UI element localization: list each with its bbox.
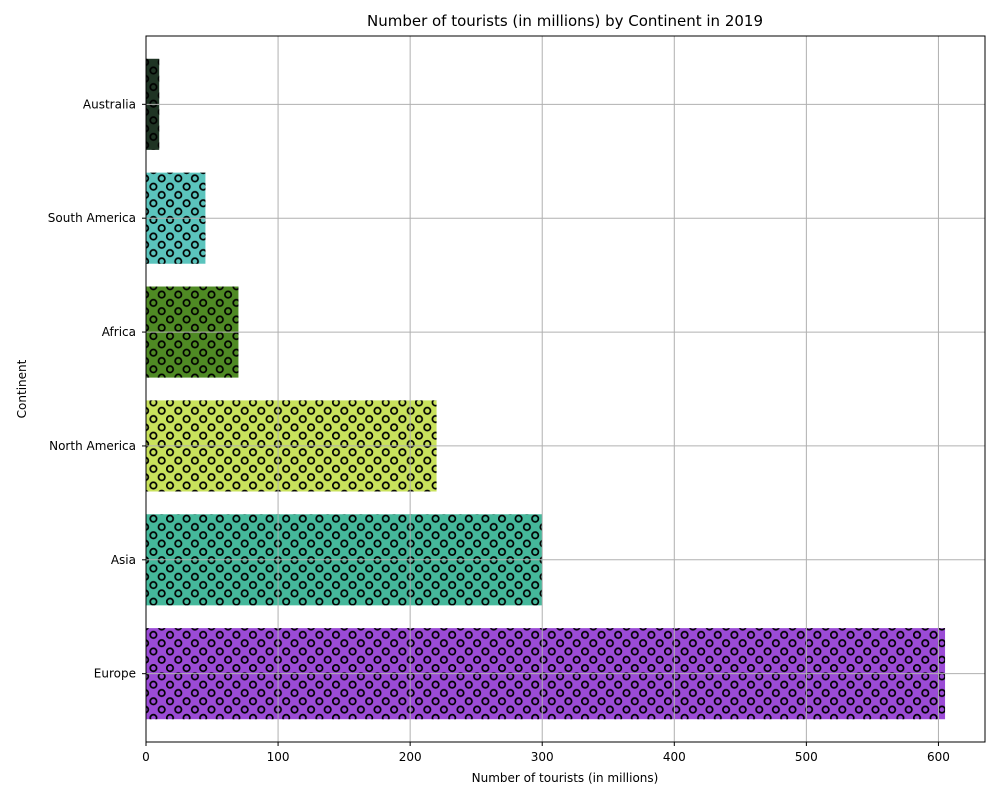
y-gridlines [146,103,985,675]
x-tick-label: 500 [795,750,818,764]
y-tick-label: North America [49,439,136,453]
chart-title: Number of tourists (in millions) by Cont… [367,12,763,30]
plot-frame [145,35,986,743]
y-tick-label: Asia [111,553,136,567]
x-tick-label: 300 [531,750,554,764]
x-axis-label: Number of tourists (in millions) [472,771,659,785]
y-tick-label: Europe [94,667,136,681]
y-axis-label: Continent [15,359,29,418]
x-axis-ticks: 0 100 200 300 400 500 600 [142,742,950,764]
x-tick-label: 0 [142,750,150,764]
y-tick-label: South America [48,211,136,225]
x-tick-label: 200 [399,750,422,764]
x-tick-label: 600 [927,750,950,764]
bars [146,58,946,720]
y-tick-label: Africa [102,325,136,339]
x-tick-label: 100 [267,750,290,764]
y-axis-ticks: Europe Asia North America Africa South Ameri… [48,97,146,681]
x-tick-label: 400 [663,750,686,764]
y-tick-label: Australia [83,97,136,111]
